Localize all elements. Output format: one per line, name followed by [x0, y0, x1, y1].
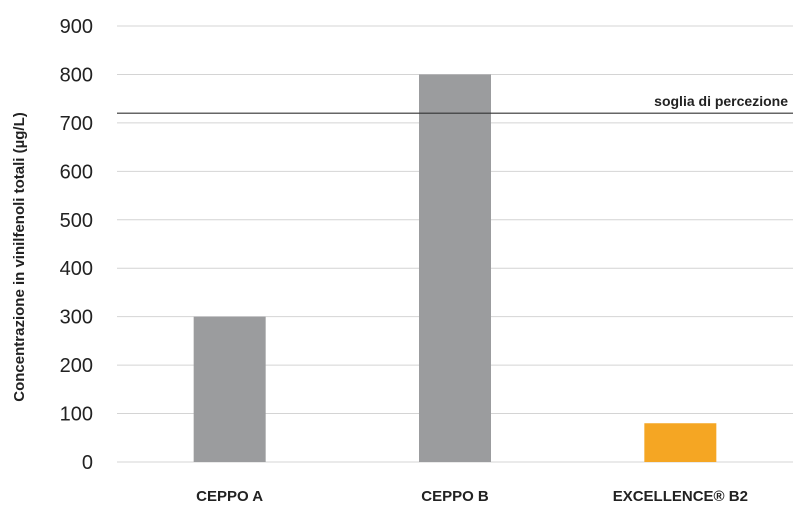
- reference-line-group: soglia di percezione: [117, 93, 793, 114]
- bar-2: [419, 74, 491, 462]
- y-axis-ticks: 0 100 200 300 400 500 600 700 800 900: [60, 16, 93, 474]
- y-tick-label: 500: [60, 210, 93, 232]
- x-category-label: CEPPO B: [421, 488, 489, 505]
- y-tick-label: 300: [60, 307, 93, 329]
- x-axis-categories: CEPPO A CEPPO B EXCELLENCE® B2: [196, 488, 748, 505]
- y-tick-label: 100: [60, 404, 93, 426]
- y-tick-label: 800: [60, 64, 93, 86]
- reference-line-label: soglia di percezione: [654, 93, 788, 109]
- y-axis-label: Concentrazione in vinilfenoli totali (µg…: [11, 112, 28, 401]
- y-tick-label: 600: [60, 161, 93, 183]
- y-tick-label: 900: [60, 16, 93, 38]
- y-tick-label: 700: [60, 113, 93, 135]
- y-tick-label: 200: [60, 355, 93, 377]
- y-tick-label: 400: [60, 258, 93, 280]
- x-category-label: EXCELLENCE® B2: [613, 488, 748, 505]
- bar-3: [644, 423, 717, 462]
- bar-1: [193, 316, 266, 462]
- bars: [193, 74, 717, 462]
- x-category-label: CEPPO A: [196, 488, 263, 505]
- y-tick-label: 0: [82, 452, 93, 474]
